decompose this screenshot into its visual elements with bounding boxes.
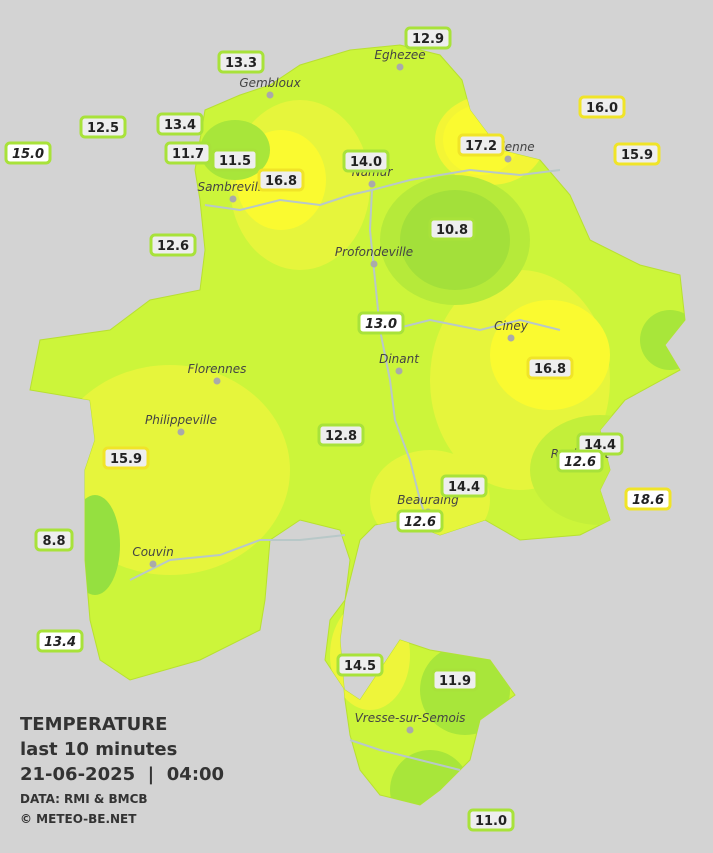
station-temp: 17.2 <box>465 139 497 154</box>
station-temp: 10.8 <box>436 223 468 238</box>
station-temp: 18.6 <box>632 493 664 508</box>
station-temp: 12.9 <box>412 32 444 47</box>
city-name: Vresse-sur-Semois <box>355 711 466 725</box>
station-box <box>556 449 604 473</box>
station-temp: 12.6 <box>404 515 436 530</box>
station-box <box>4 141 52 165</box>
city-dot <box>266 91 274 99</box>
station-temp: 13.3 <box>225 56 257 71</box>
station-temp: 11.5 <box>219 154 251 169</box>
station-temp: 16.8 <box>534 362 566 377</box>
station-box <box>336 653 384 677</box>
station-box <box>440 474 488 498</box>
city-name: Profondeville <box>335 245 413 259</box>
station-temp: 14.0 <box>350 155 382 170</box>
city-dot <box>149 560 157 568</box>
city-dot <box>177 428 185 436</box>
title: TEMPERATURE <box>20 714 167 735</box>
city-name: Florennes <box>188 362 247 376</box>
city-dot <box>213 377 221 385</box>
credit: © METEO-BE.NET <box>20 812 137 826</box>
city-dot <box>406 726 414 734</box>
station-temp: 14.4 <box>584 438 616 453</box>
city-name: Eghezee <box>374 48 425 62</box>
city-dot <box>507 334 515 342</box>
city-dot <box>368 180 376 188</box>
station-box <box>526 356 574 380</box>
station-temp: 13.4 <box>44 635 76 650</box>
station-temp: 15.9 <box>110 452 142 467</box>
city-name: Gembloux <box>239 76 301 90</box>
city-name: Ciney <box>494 319 529 333</box>
station-temp: 14.4 <box>448 480 480 495</box>
station-box <box>317 423 365 447</box>
city-dot <box>370 260 378 268</box>
station-temp: 13.0 <box>365 317 397 332</box>
city-dot <box>396 63 404 71</box>
station-temp: 11.0 <box>475 814 507 829</box>
datetime: 21-06-2025 | 04:00 <box>20 764 224 785</box>
station-box <box>102 446 150 470</box>
station-box <box>79 115 127 139</box>
station-temp: 16.8 <box>265 174 297 189</box>
station-box <box>342 149 390 173</box>
city-name: Sambreville <box>197 180 268 194</box>
station-temp: 14.5 <box>344 659 376 674</box>
city-dot <box>229 195 237 203</box>
city-name: Philippeville <box>145 413 217 427</box>
station-temp: 15.9 <box>621 148 653 163</box>
station-box <box>357 311 405 335</box>
station-box <box>396 509 444 533</box>
station-box <box>257 168 305 192</box>
station-temp: 16.0 <box>586 101 618 116</box>
station-temp: 13.4 <box>164 118 196 133</box>
station-box <box>467 808 515 832</box>
station-box <box>578 95 626 119</box>
city-name: Couvin <box>132 545 173 559</box>
station-temp: 8.8 <box>42 534 65 549</box>
station-box <box>164 141 212 165</box>
station-box <box>431 668 479 692</box>
labels: EghezeeGemblouxAndenneNamurSambrevillePr… <box>4 26 672 832</box>
station-box <box>217 50 265 74</box>
station-box <box>211 148 259 172</box>
city-dot <box>395 367 403 375</box>
station-box <box>156 112 204 136</box>
station-box <box>149 233 197 257</box>
station-temp: 12.8 <box>325 429 357 444</box>
station-box <box>34 528 74 552</box>
station-box <box>428 217 476 241</box>
city-name: Dinant <box>379 352 420 366</box>
station-box <box>457 133 505 157</box>
source: DATA: RMI & BMCB <box>20 792 148 806</box>
station-temp: 11.9 <box>439 674 471 689</box>
city-dot <box>504 155 512 163</box>
station-temp: 15.0 <box>12 147 44 162</box>
rivers <box>129 168 561 771</box>
station-temp: 12.6 <box>157 239 189 254</box>
subtitle: last 10 minutes <box>20 739 177 760</box>
station-temp: 12.6 <box>564 455 596 470</box>
station-box <box>624 487 672 511</box>
station-temp: 11.7 <box>172 147 204 162</box>
station-temp: 12.5 <box>87 121 119 136</box>
station-box <box>404 26 452 50</box>
station-box <box>613 142 661 166</box>
station-box <box>36 629 84 653</box>
